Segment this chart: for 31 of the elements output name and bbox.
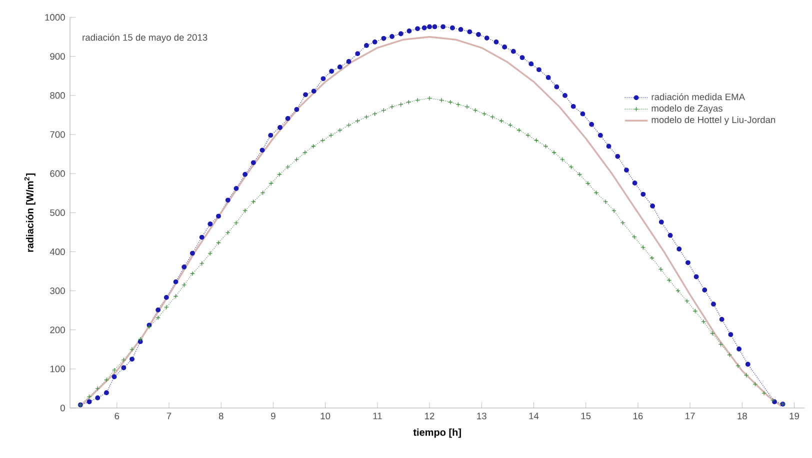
y-tick-label: 700: [50, 131, 65, 138]
x-tick-label: 19: [790, 412, 799, 420]
y-tick-label: 100: [50, 366, 65, 372]
x-tick-label: 17: [686, 412, 695, 420]
y-axis-title: radiación [W/m$^{2}$]: [24, 173, 36, 252]
y-tick-label: 900: [50, 53, 65, 60]
x-tick-label: 11: [373, 412, 382, 420]
y-tick-label: 800: [50, 92, 65, 99]
y-tick-label: 200: [50, 326, 65, 334]
y-tick-label: 0: [60, 404, 65, 412]
y-tick-label: 300: [50, 288, 65, 294]
y-tick-label: 600: [50, 170, 65, 177]
x-tick-label: 13: [477, 412, 486, 420]
legend-label: modelo de Zayas: [652, 104, 722, 114]
y-tick-label: 400: [50, 248, 65, 256]
legend-label: modelo de Hottel y Liu-Jordan: [652, 116, 776, 125]
x-axis-title: tiempo [h]: [413, 428, 461, 438]
x-tick-label: 18: [738, 412, 747, 420]
x-tick-label: 16: [633, 412, 643, 420]
x-tick-label: 8: [218, 412, 224, 420]
x-tick-label: 6: [114, 412, 120, 420]
x-tick-label: 14: [529, 412, 539, 420]
y-tick-label: 500: [50, 209, 65, 216]
y-tick-label: 1000: [45, 14, 65, 21]
x-tick-label: 7: [166, 412, 172, 420]
x-tick-label: 12: [425, 412, 434, 420]
x-tick-label: 10: [320, 412, 330, 420]
x-tick-label: 9: [271, 412, 276, 420]
x-tick-label: 15: [581, 412, 591, 420]
legend-label: radiación medida EMA: [652, 93, 746, 100]
annotation: radiación 15 de mayo de 2013: [82, 34, 208, 43]
